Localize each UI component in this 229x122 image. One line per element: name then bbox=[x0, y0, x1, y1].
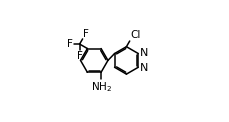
Text: F: F bbox=[83, 29, 89, 39]
Text: F: F bbox=[77, 51, 83, 61]
Text: Cl: Cl bbox=[130, 30, 141, 40]
Text: N: N bbox=[140, 48, 148, 58]
Text: NH$_2$: NH$_2$ bbox=[90, 80, 112, 94]
Text: F: F bbox=[67, 39, 73, 49]
Text: N: N bbox=[140, 63, 148, 73]
